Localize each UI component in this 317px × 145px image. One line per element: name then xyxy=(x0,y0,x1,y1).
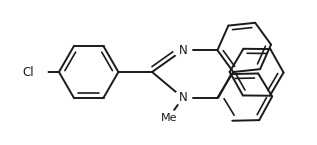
Ellipse shape xyxy=(174,91,192,105)
Text: Me: Me xyxy=(161,113,177,123)
Text: N: N xyxy=(178,44,187,57)
Text: Cl: Cl xyxy=(23,66,34,78)
Ellipse shape xyxy=(155,111,183,125)
Ellipse shape xyxy=(11,64,47,80)
Text: N: N xyxy=(178,91,187,104)
Ellipse shape xyxy=(174,43,192,57)
